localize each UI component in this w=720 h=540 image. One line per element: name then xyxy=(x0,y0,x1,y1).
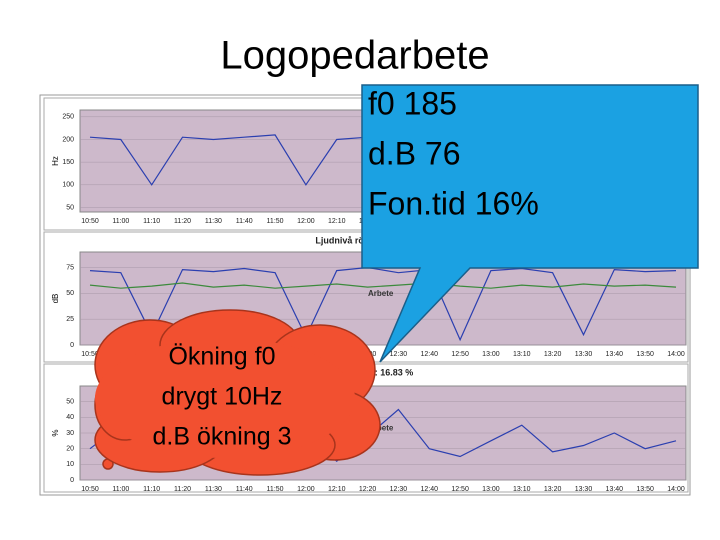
x-tick-label: 13:30 xyxy=(575,351,593,358)
y-axis-label: Hz xyxy=(51,156,60,166)
series-line xyxy=(89,282,677,289)
annotation: Arbete xyxy=(368,289,394,298)
x-tick-label: 12:20 xyxy=(359,486,377,493)
x-tick-label: 12:10 xyxy=(328,486,346,493)
x-tick-label: 12:30 xyxy=(390,351,408,358)
x-tick-label: 12:00 xyxy=(297,486,315,493)
x-tick-label: 12:50 xyxy=(451,486,469,493)
y-tick-label: 50 xyxy=(66,399,74,406)
x-tick-label: 13:00 xyxy=(482,486,500,493)
y-tick-label: 75 xyxy=(66,264,74,271)
panel-title: rbete: 16.83 % xyxy=(353,367,414,377)
x-tick-label: 13:10 xyxy=(513,486,531,493)
x-tick-label: 11:00 xyxy=(112,218,129,225)
x-tick-label: 11:20 xyxy=(174,486,191,493)
x-tick-label: 11:30 xyxy=(205,486,222,493)
y-tick-label: 0 xyxy=(70,477,74,484)
x-tick-label: 11:10 xyxy=(143,218,160,225)
x-tick-label: 13:30 xyxy=(575,486,593,493)
cloud-text: d.B ökning 3 xyxy=(153,423,292,451)
y-tick-label: 30 xyxy=(66,430,74,437)
x-tick-label: 11:40 xyxy=(236,486,253,493)
info-text: d.B 76 xyxy=(368,135,461,171)
y-axis-label: % xyxy=(51,429,60,436)
y-tick-label: 50 xyxy=(66,204,74,211)
y-axis-label: dB xyxy=(51,294,60,304)
x-tick-label: 11:20 xyxy=(174,218,191,225)
x-tick-label: 12:50 xyxy=(451,351,469,358)
x-tick-label: 13:20 xyxy=(544,351,562,358)
slide-title: Logopedarbete xyxy=(220,34,489,78)
x-tick-label: 10:50 xyxy=(81,486,99,493)
y-tick-label: 20 xyxy=(66,446,74,453)
x-tick-label: 13:00 xyxy=(482,351,500,358)
y-tick-label: 100 xyxy=(62,182,74,189)
x-tick-label: 11:00 xyxy=(112,486,129,493)
y-tick-label: 200 xyxy=(62,136,74,143)
x-tick-label: 13:50 xyxy=(636,351,654,358)
y-tick-label: 0 xyxy=(70,342,74,349)
x-tick-label: 13:20 xyxy=(544,486,562,493)
x-tick-label: 13:50 xyxy=(636,486,654,493)
annotation: Arbete xyxy=(368,423,394,432)
y-tick-label: 40 xyxy=(66,414,74,421)
y-tick-label: 250 xyxy=(62,114,74,121)
x-tick-label: 11:10 xyxy=(143,486,160,493)
y-tick-label: 150 xyxy=(62,159,74,166)
cloud-fill xyxy=(95,338,355,458)
x-tick-label: 11:40 xyxy=(236,218,253,225)
x-tick-label: 12:30 xyxy=(390,486,408,493)
x-tick-label: 11:30 xyxy=(205,218,222,225)
x-tick-label: 11:50 xyxy=(267,218,284,225)
x-tick-label: 13:10 xyxy=(513,351,531,358)
x-tick-label: 11:50 xyxy=(267,486,284,493)
y-tick-label: 50 xyxy=(66,290,74,297)
x-tick-label: 13:40 xyxy=(606,486,624,493)
y-tick-label: 10 xyxy=(66,461,74,468)
cloud-text: drygt 10Hz xyxy=(162,383,283,411)
info-callout xyxy=(361,84,699,363)
x-tick-label: 14:00 xyxy=(667,486,685,493)
y-tick-label: 25 xyxy=(66,316,74,323)
x-tick-label: 12:40 xyxy=(420,351,438,358)
x-tick-label: 12:00 xyxy=(297,218,315,225)
cloud-text: Ökning f0 xyxy=(168,343,275,371)
x-tick-label: 13:40 xyxy=(606,351,624,358)
info-text: Fon.tid 16% xyxy=(368,185,539,221)
x-tick-label: 10:50 xyxy=(81,218,99,225)
x-tick-label: 12:10 xyxy=(328,218,346,225)
series-line xyxy=(89,266,677,342)
x-tick-label: 14:00 xyxy=(667,351,685,358)
x-tick-label: 12:40 xyxy=(420,486,438,493)
x-tick-label: 10:50 xyxy=(81,351,99,358)
info-text: f0 185 xyxy=(368,85,457,121)
